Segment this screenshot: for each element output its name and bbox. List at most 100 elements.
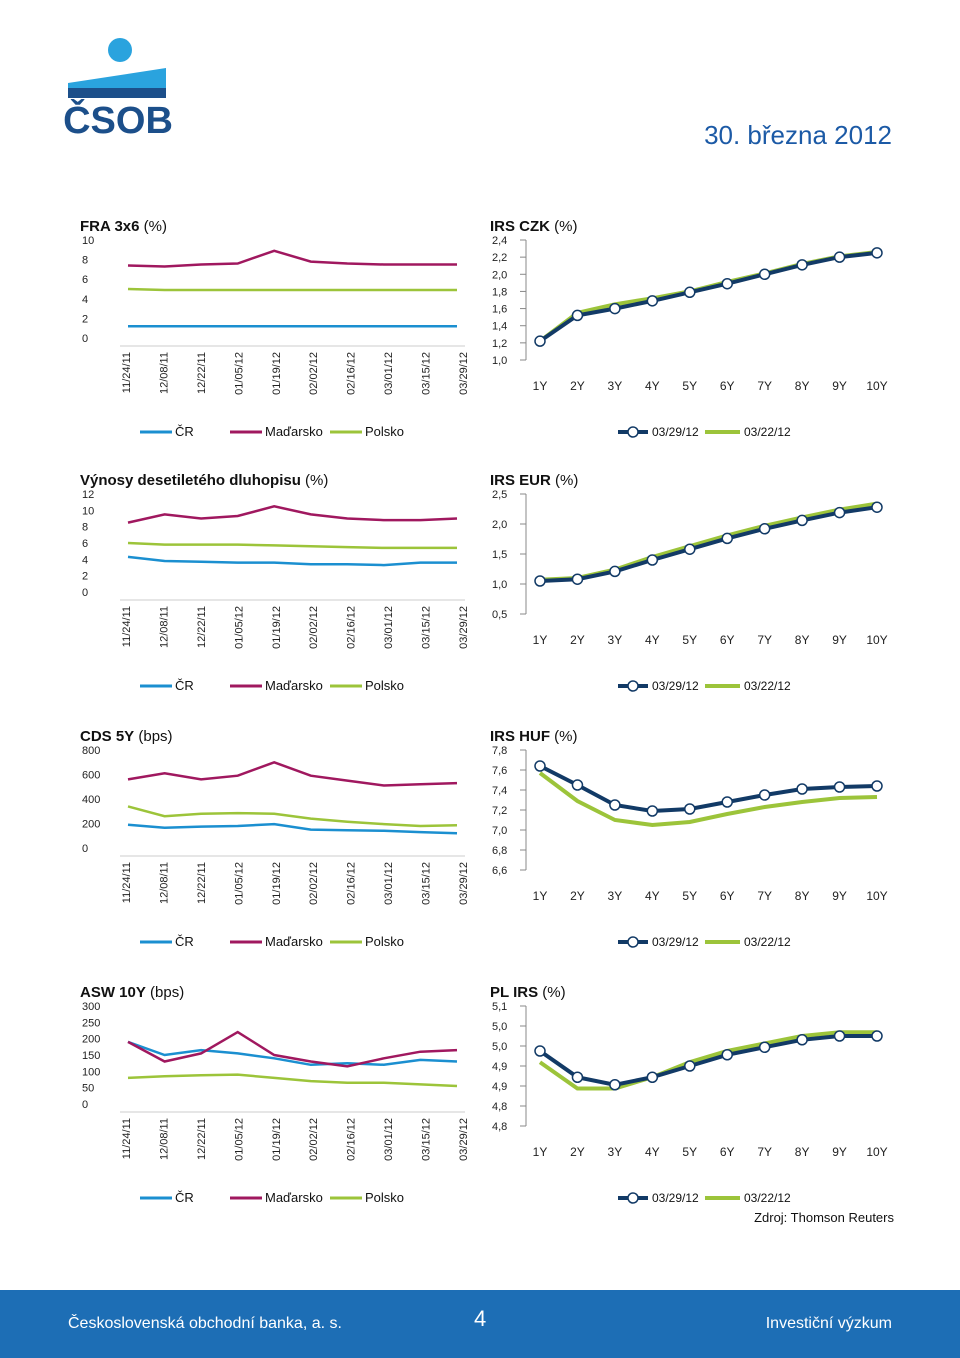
x-tick-label: 02/02/12 bbox=[308, 352, 320, 395]
y-tick-label: 2,0 bbox=[492, 519, 507, 531]
y-tick-label: 2,2 bbox=[492, 252, 507, 264]
x-tick-label: 12/22/11 bbox=[196, 606, 208, 648]
y-tick-label: 100 bbox=[82, 1066, 100, 1078]
x-tick-label: 02/02/12 bbox=[308, 606, 320, 649]
x-tick-label: 11/24/11 bbox=[121, 352, 133, 393]
series-line-2 bbox=[127, 760, 458, 787]
series-point bbox=[758, 789, 771, 801]
x-tick-label: 03/01/12 bbox=[383, 1118, 395, 1161]
legend-label: Polsko bbox=[365, 934, 404, 949]
series-line-1 bbox=[127, 555, 457, 567]
x-tick-label: 03/15/12 bbox=[421, 606, 433, 649]
y-tick-label: 4,8 bbox=[492, 1101, 507, 1113]
series-point bbox=[609, 799, 621, 811]
legend-label: ČR bbox=[175, 1190, 194, 1205]
source-note: Zdroj: Thomson Reuters bbox=[754, 1210, 894, 1225]
x-tick-label: 6Y bbox=[720, 889, 735, 903]
series-point bbox=[684, 286, 696, 299]
y-tick-label: 10 bbox=[82, 236, 94, 247]
panel-cds: CDS 5Y (bps) 800 600 400 200 0 11/24/11 12/08/… bbox=[80, 728, 490, 968]
y-tick-label: 7,6 bbox=[492, 765, 507, 777]
chart-title: ASW 10Y (bps) bbox=[80, 984, 185, 1001]
csob-logo: ČSOB bbox=[63, 38, 173, 142]
x-tick-label: 1Y bbox=[533, 1145, 548, 1159]
y-tick-label: 1,0 bbox=[492, 579, 507, 591]
y-tick-label: 4,9 bbox=[492, 1081, 507, 1093]
series-line-prev bbox=[538, 250, 878, 343]
y-tick-label: 150 bbox=[82, 1050, 100, 1062]
footer-department: Investiční výzkum bbox=[765, 1315, 892, 1332]
x-tick-label: 4Y bbox=[645, 633, 660, 647]
x-tick-label: 9Y bbox=[832, 1145, 847, 1159]
series-point bbox=[646, 805, 659, 817]
legend-label: 03/29/12 bbox=[652, 679, 699, 693]
x-tick-label: 5Y bbox=[682, 1145, 697, 1159]
logo-text: ČSOB bbox=[63, 97, 173, 142]
y-tick-label: 200 bbox=[82, 819, 100, 831]
series-line-3 bbox=[127, 1073, 458, 1088]
series-point bbox=[871, 780, 883, 792]
y-tick-label: 6 bbox=[82, 538, 88, 550]
series-point bbox=[646, 554, 659, 566]
x-tick-label: 12/08/11 bbox=[158, 862, 170, 904]
y-tick-label: 250 bbox=[82, 1017, 100, 1029]
x-tick-label: 01/19/12 bbox=[271, 606, 283, 649]
y-tick-label: 0 bbox=[82, 843, 88, 855]
y-tick-label: 10 bbox=[82, 505, 94, 517]
x-tick-label: 7Y bbox=[757, 889, 772, 903]
x-tick-label: 4Y bbox=[645, 379, 660, 393]
series-line-current bbox=[539, 764, 878, 814]
series-point bbox=[571, 309, 584, 322]
y-tick-label: 0 bbox=[82, 333, 88, 345]
x-tick-label: 10Y bbox=[866, 889, 887, 903]
legend-label: ČR bbox=[175, 678, 194, 693]
series-point bbox=[758, 523, 771, 535]
chart-fra: 10 8 6 4 2 0 11/24/11 12/08/11 12/22/11 01/05/12 0… bbox=[82, 236, 470, 439]
series-point bbox=[534, 335, 546, 347]
y-tick-label: 5,0 bbox=[492, 1021, 507, 1033]
x-tick-label: 12/22/11 bbox=[196, 352, 208, 394]
y-tick-label: 6,8 bbox=[492, 845, 507, 857]
series-line-prev bbox=[538, 1030, 877, 1091]
y-tick-label: 1,2 bbox=[492, 338, 507, 350]
y-tick-label: 4,8 bbox=[492, 1121, 507, 1133]
legend-marker bbox=[627, 936, 639, 948]
y-tick-label: 0 bbox=[82, 587, 88, 599]
logo-bar bbox=[68, 88, 166, 98]
report-date: 30. března 2012 bbox=[704, 120, 892, 150]
x-tick-label: 2Y bbox=[570, 379, 585, 393]
series-point bbox=[534, 760, 546, 772]
y-tick-label: 4 bbox=[82, 554, 88, 566]
y-tick-label: 2 bbox=[82, 313, 88, 325]
x-tick-label: 10Y bbox=[866, 1145, 887, 1159]
y-tick-label: 1,5 bbox=[492, 549, 507, 561]
legend-label: Maďarsko bbox=[265, 934, 323, 949]
panel-bond10: Výnosy desetiletého dluhopisu (%) 12 10 8 6… bbox=[80, 472, 490, 712]
series-line-3 bbox=[127, 287, 457, 292]
series-point bbox=[721, 796, 733, 808]
x-tick-label: 01/19/12 bbox=[271, 1118, 283, 1161]
x-tick-label: 7Y bbox=[757, 633, 772, 647]
series-point bbox=[646, 295, 659, 307]
series-line-current bbox=[538, 1034, 877, 1087]
x-tick-label: 01/05/12 bbox=[233, 352, 245, 395]
chart-irs-eur: 2,5 2,0 1,5 1,0 0,5 1Y 2Y 3Y 4Y 5Y 6Y 7Y 8Y 9Y 10Y 03/2… bbox=[492, 490, 888, 693]
series-line-current bbox=[539, 505, 878, 583]
y-tick-label: 2,5 bbox=[492, 490, 507, 501]
y-tick-label: 4,9 bbox=[492, 1061, 507, 1073]
series-line-2 bbox=[127, 1030, 458, 1068]
series-point bbox=[721, 1049, 733, 1061]
y-tick-label: 8 bbox=[82, 255, 88, 267]
x-tick-label: 7Y bbox=[757, 379, 772, 393]
series-point bbox=[871, 1030, 883, 1042]
footer-bar: Československá obchodní banka, a. s. 4 I… bbox=[0, 1290, 960, 1358]
series-point bbox=[609, 302, 621, 315]
series-point bbox=[571, 1071, 584, 1083]
y-tick-label: 5,1 bbox=[492, 1002, 507, 1013]
x-tick-label: 2Y bbox=[570, 1145, 585, 1159]
series-line-3 bbox=[127, 805, 458, 828]
series-point bbox=[796, 259, 808, 271]
y-tick-label: 300 bbox=[82, 1002, 100, 1013]
legend-label: Polsko bbox=[365, 1190, 404, 1205]
series-point bbox=[833, 251, 846, 263]
